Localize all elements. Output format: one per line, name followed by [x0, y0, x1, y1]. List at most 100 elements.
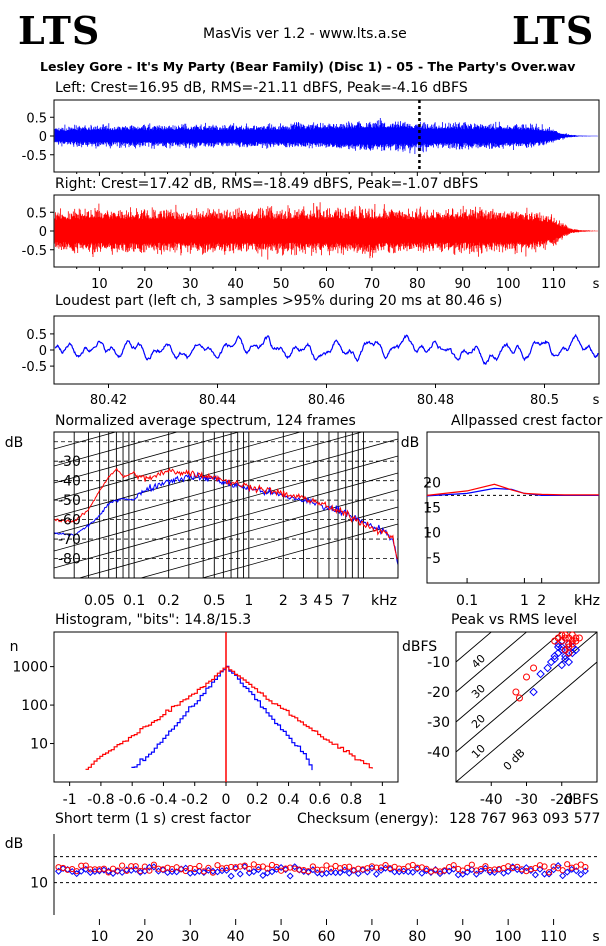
histogram-xtick-label: 0 — [222, 792, 231, 808]
allpass-ylabel: dB — [401, 435, 420, 451]
short-crest-point-left — [404, 868, 412, 876]
checksum-value: 128 767 963 093 577 — [449, 811, 601, 827]
loudest-part-title: Loudest part (left ch, 3 samples >95% du… — [55, 293, 503, 309]
histogram-xtick-label: -1 — [63, 792, 77, 808]
short-crest-point-right — [114, 867, 121, 874]
spectrum-xtick-label: 2 — [279, 593, 288, 609]
spectrum-series-right — [54, 467, 398, 560]
short-crest-point-left — [345, 869, 353, 877]
peak-rms-point-left — [561, 651, 570, 661]
short-crest-point-right — [582, 863, 589, 871]
loudest-ytick-label: -0.5 — [22, 360, 47, 375]
right-waveform-xtick-label: 70 — [364, 277, 381, 292]
allpass-xtick-label: 1 — [520, 593, 529, 609]
histogram-xtick-label: -0.4 — [150, 792, 177, 808]
short-crest-point-right — [87, 866, 94, 873]
short-crest-point-left — [504, 867, 512, 876]
right-waveform-xtick-label: 10 — [91, 277, 108, 292]
short-crest-point-left — [354, 870, 362, 878]
short-crest-point-left — [291, 863, 299, 871]
short-crest-point-left — [77, 867, 85, 875]
histogram-ylabel: n — [10, 639, 19, 655]
spectrum-xtick-label: 7 — [341, 593, 350, 609]
histogram-ytick-label: 1000 — [12, 660, 48, 676]
histogram-xtick-label: -0.6 — [119, 792, 146, 808]
short-crest-point-left — [436, 870, 444, 878]
checksum-label: Checksum (energy): — [297, 811, 439, 827]
peak-rms-diagonals — [456, 632, 597, 782]
short-crest-point-right — [396, 865, 403, 872]
short-crest-point-left — [286, 872, 294, 880]
short-crest-point-left — [118, 868, 126, 876]
allpass-ytick-label: 20 — [423, 475, 441, 491]
short-crest-point-left — [477, 867, 485, 875]
histogram-title: Histogram, "bits": 14.8/15.3 — [55, 612, 252, 628]
short-crest-point-right — [373, 864, 380, 871]
short-crest-point-left — [254, 866, 262, 874]
spectrum-frame — [53, 431, 399, 579]
short-crest-point-left — [223, 866, 231, 874]
short-crest-point-left — [168, 868, 176, 876]
histogram-xtick-label: 0.6 — [309, 792, 331, 808]
short-crest-point-right — [414, 864, 421, 871]
left-waveform-ytick-label: 0 — [39, 130, 47, 145]
logo-left: LTS — [18, 8, 101, 53]
spectrum-ylabel: dB — [5, 435, 24, 451]
short-crest-point-right — [323, 862, 330, 869]
short-crest-point-right — [400, 865, 407, 873]
short-crest-point-right — [119, 862, 126, 869]
short-crest-point-right — [346, 863, 353, 870]
spectrum-xtick-label: 0.2 — [158, 593, 180, 609]
right-waveform-ytick-label: 0.5 — [26, 206, 47, 221]
peak-rms-xtick-label: -30 — [515, 792, 538, 808]
short-crest-point-left — [531, 871, 539, 879]
spectrum-diagonal — [54, 432, 364, 518]
short-crest-point-right — [78, 862, 85, 869]
allpass-xtick-label: 2 — [537, 593, 546, 609]
short-crest-point-right — [205, 864, 212, 872]
short-crest-point-right — [545, 869, 553, 876]
right-waveform-xtick-label: 110 — [541, 277, 566, 292]
spectrum-diagonal — [77, 489, 398, 578]
short-crest-point-right — [450, 862, 457, 869]
peak-rms-point-right — [565, 649, 573, 657]
peak-rms-diagonal — [456, 661, 597, 782]
short-crest-point-right — [146, 867, 153, 874]
spectrum-series-group — [54, 467, 398, 566]
peak-rms-point-left — [550, 654, 559, 664]
histogram-series-left — [131, 665, 313, 771]
short-crest-point-left — [368, 864, 376, 872]
allpass-title: Allpassed crest factor — [451, 413, 603, 429]
short-crest-point-right — [73, 868, 80, 875]
spectrum-xtick-label: 5 — [325, 593, 334, 609]
peak-rms-point-right — [558, 631, 566, 639]
short-crest-point-right — [223, 864, 230, 871]
spectrum-xtick-label: 1 — [244, 593, 253, 609]
peak-rms-point-left — [557, 660, 566, 670]
short-crest-point-right — [182, 867, 189, 875]
spectrum-ytick-label: -30 — [58, 454, 81, 470]
left-channel-title: Left: Crest=16.95 dB, RMS=-21.11 dBFS, P… — [55, 80, 468, 96]
spectrum-ytick-label: -60 — [58, 513, 81, 529]
peak-rms-xtick-label: -20 — [550, 792, 573, 808]
peak-rms-point-right — [575, 634, 583, 642]
short-crest-xtick-label: 30 — [181, 929, 199, 945]
short-crest-xtick-label: 10 — [91, 929, 109, 945]
short-crest-point-left — [218, 867, 226, 875]
right-channel-title: Right: Crest=17.42 dB, RMS=-18.49 dBFS, … — [55, 176, 479, 192]
peak-rms-point-left — [557, 636, 566, 646]
spectrum-xtick-label: 0.5 — [203, 593, 225, 609]
short-crest-point-right — [196, 862, 203, 870]
short-crest-point-right — [187, 865, 194, 872]
short-crest-point-left — [150, 863, 158, 871]
short-crest-point-left — [109, 869, 117, 877]
right-waveform-xtick-label: 40 — [227, 277, 244, 292]
spectrum-diagonal — [54, 252, 398, 347]
short-crest-point-left — [486, 868, 494, 876]
peak-rms-point-right — [515, 694, 523, 702]
short-crest-ylabel: dB — [5, 836, 24, 852]
short-crest-ytick-label: 10 — [30, 876, 48, 892]
short-crest-point-left — [540, 870, 549, 878]
short-crest-xtick-label: 100 — [495, 929, 522, 945]
